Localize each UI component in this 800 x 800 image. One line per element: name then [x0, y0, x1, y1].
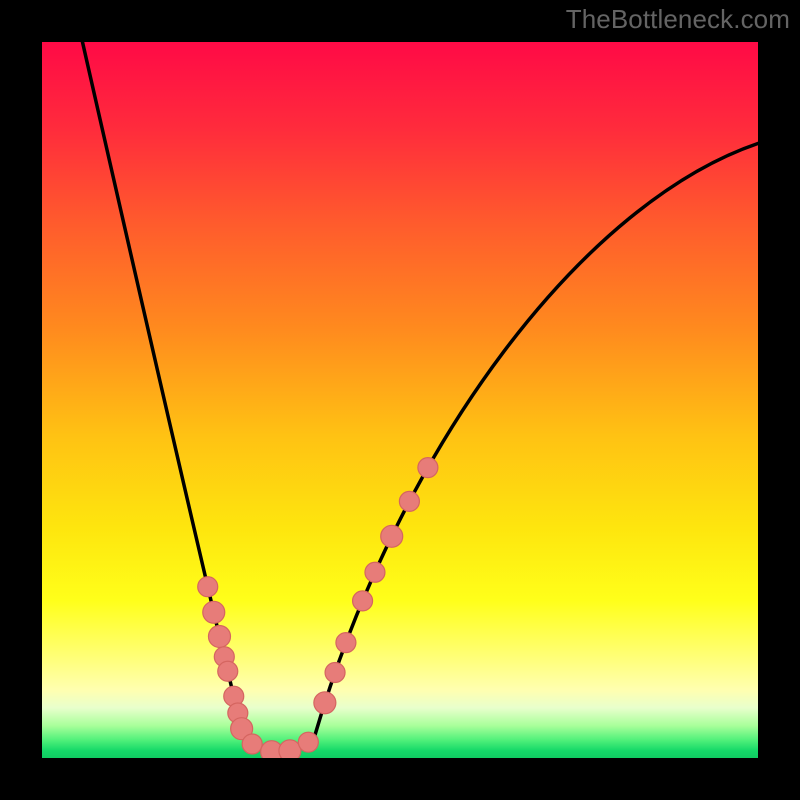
watermark-text: TheBottleneck.com	[566, 4, 790, 35]
marker-dot	[198, 577, 218, 597]
gradient-background	[42, 42, 758, 758]
marker-dot	[381, 525, 403, 547]
bottleneck-plot	[42, 42, 758, 758]
marker-dot	[325, 663, 345, 683]
marker-dot	[365, 562, 385, 582]
marker-dot	[218, 661, 238, 681]
marker-dot	[336, 633, 356, 653]
chart-container: TheBottleneck.com	[0, 0, 800, 800]
marker-dot	[418, 458, 438, 478]
marker-dot	[242, 734, 262, 754]
marker-dot	[279, 740, 301, 758]
marker-dot	[208, 625, 230, 647]
marker-dot	[314, 692, 336, 714]
marker-dot	[353, 591, 373, 611]
marker-dot	[298, 732, 318, 752]
marker-dot	[399, 491, 419, 511]
marker-dot	[203, 601, 225, 623]
